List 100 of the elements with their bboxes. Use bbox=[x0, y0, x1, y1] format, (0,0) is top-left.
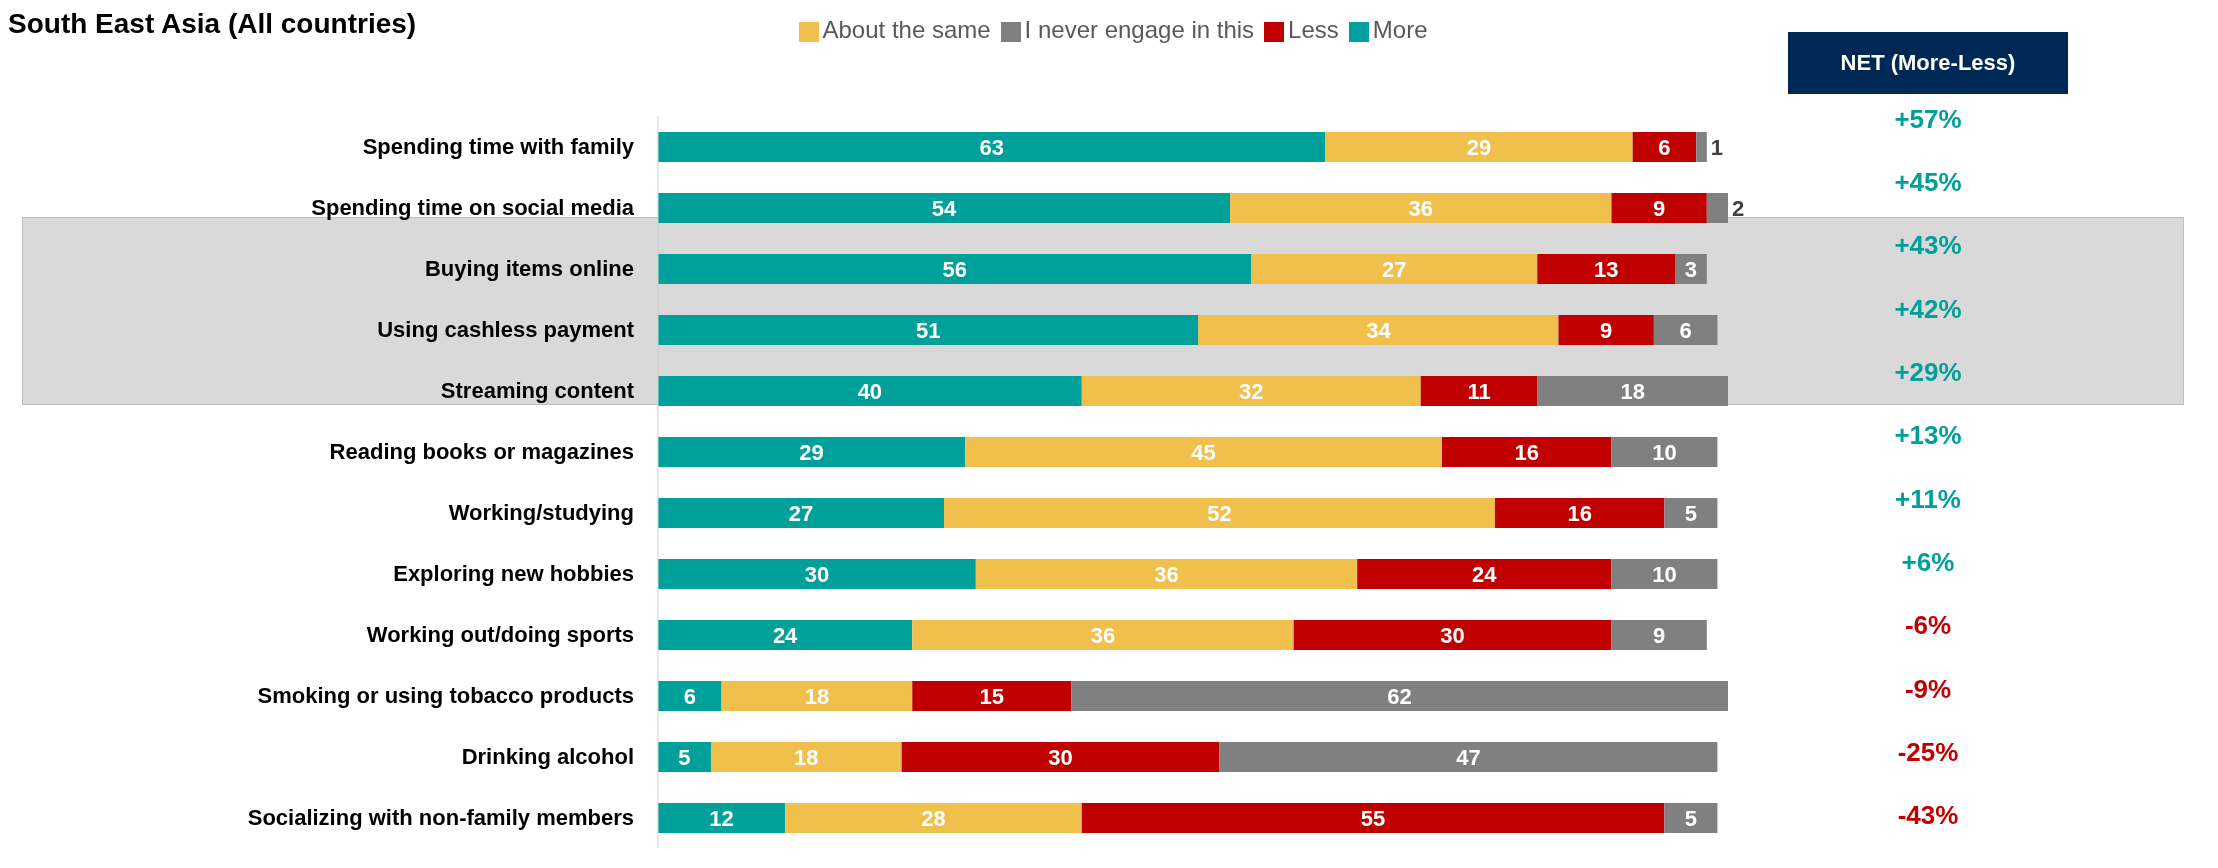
y-tick-label: Buying items online bbox=[424, 256, 634, 282]
data-label: 11 bbox=[1467, 378, 1491, 404]
bar bbox=[912, 620, 1294, 650]
bar bbox=[1251, 254, 1538, 284]
text: +57% bbox=[1893, 103, 1963, 136]
bar bbox=[1293, 620, 1612, 650]
data-label: 18 bbox=[794, 744, 819, 770]
bar bbox=[965, 437, 1442, 467]
data-label: 10 bbox=[1652, 439, 1677, 465]
data-label: 47 bbox=[1456, 744, 1481, 770]
text: -9% bbox=[1903, 673, 1953, 706]
data-label: 29 bbox=[799, 439, 824, 465]
bar bbox=[975, 559, 1358, 589]
bar bbox=[1219, 742, 1718, 772]
bar bbox=[658, 376, 1082, 406]
text: NET (More-Less) bbox=[1788, 32, 2068, 94]
bar bbox=[658, 315, 1199, 345]
data-label: 16 bbox=[1514, 439, 1539, 465]
data-label: 28 bbox=[921, 805, 946, 831]
data-label: 52 bbox=[1207, 500, 1232, 526]
data-label: 6 bbox=[683, 683, 696, 709]
text: -25% bbox=[1896, 737, 1960, 769]
data-label: 54 bbox=[931, 195, 958, 221]
data-label: 16 bbox=[1567, 500, 1592, 526]
data-label: 5 bbox=[678, 744, 691, 770]
bar bbox=[1198, 315, 1559, 345]
bar bbox=[1611, 193, 1707, 223]
data-label: 12 bbox=[709, 805, 734, 831]
y-tick-label: Spending time on social media bbox=[311, 195, 635, 221]
data-label: 36 bbox=[1154, 561, 1179, 587]
data-label: 36 bbox=[1408, 195, 1434, 221]
text: +43% bbox=[1893, 230, 1963, 263]
bar bbox=[1706, 193, 1728, 223]
data-label: 13 bbox=[1593, 256, 1619, 282]
bar bbox=[1441, 437, 1612, 467]
data-label: 63 bbox=[979, 134, 1004, 160]
bar bbox=[710, 742, 902, 772]
bar bbox=[658, 742, 711, 772]
legend-label: About the same bbox=[822, 16, 991, 43]
text: +6% bbox=[1900, 547, 1956, 579]
text: +29% bbox=[1893, 357, 1963, 389]
data-label: 9 bbox=[1600, 317, 1613, 343]
bar bbox=[1611, 559, 1718, 589]
data-label: 56 bbox=[942, 256, 967, 282]
legend-label: More bbox=[1372, 16, 1428, 43]
data-label: 55 bbox=[1360, 805, 1386, 831]
y-tick-label: Socializing with non-family members bbox=[247, 805, 634, 831]
data-label: 62 bbox=[1387, 683, 1412, 709]
bar bbox=[658, 498, 945, 528]
bar bbox=[1696, 132, 1707, 162]
data-label: 51 bbox=[915, 317, 941, 343]
bar bbox=[1357, 559, 1612, 589]
data-label: 18 bbox=[804, 683, 830, 709]
bar bbox=[1071, 681, 1728, 711]
data-label: 24 bbox=[772, 622, 799, 648]
y-tick-label: Spending time with family bbox=[362, 134, 635, 160]
data-label: 40 bbox=[857, 378, 883, 404]
bar bbox=[1081, 376, 1421, 406]
text: -43% bbox=[1896, 800, 1960, 833]
bar bbox=[1494, 498, 1665, 528]
data-label: 30 bbox=[804, 561, 830, 587]
bar bbox=[1664, 498, 1718, 528]
data-label: 6 bbox=[1658, 134, 1671, 160]
bar bbox=[658, 437, 966, 467]
bar bbox=[658, 193, 1231, 223]
data-label: 5 bbox=[1684, 500, 1698, 526]
data-label: 15 bbox=[979, 683, 1004, 709]
bar bbox=[658, 803, 786, 833]
data-label: 32 bbox=[1239, 378, 1264, 404]
data-label: 9 bbox=[1653, 195, 1666, 221]
y-tick-label: Streaming content bbox=[440, 378, 635, 404]
data-label: 18 bbox=[1620, 378, 1645, 404]
bar bbox=[1653, 315, 1718, 345]
bar bbox=[901, 742, 1220, 772]
legend-label: Less bbox=[1288, 16, 1339, 43]
bar bbox=[1632, 132, 1697, 162]
text: +13% bbox=[1893, 420, 1963, 453]
bar bbox=[1420, 376, 1538, 406]
data-label: 1 bbox=[1710, 134, 1724, 160]
text: +45% bbox=[1893, 167, 1963, 199]
text: +42% bbox=[1893, 293, 1963, 326]
bar bbox=[1611, 437, 1718, 467]
y-tick-label: Working out/doing sports bbox=[366, 622, 634, 648]
data-label: 45 bbox=[1191, 439, 1216, 465]
text: +11% bbox=[1894, 483, 1962, 516]
bar bbox=[1537, 254, 1676, 284]
legend-label: I never engage in this bbox=[1024, 16, 1255, 43]
data-label: 29 bbox=[1466, 134, 1492, 160]
text: South East Asia (All countries) bbox=[8, 8, 417, 40]
y-tick-label: Using cashless payment bbox=[377, 317, 635, 343]
data-label: 27 bbox=[1382, 256, 1407, 282]
y-tick-label: Drinking alcohol bbox=[461, 744, 634, 770]
data-label: 3 bbox=[1684, 256, 1698, 282]
bar bbox=[1558, 315, 1654, 345]
data-label: 30 bbox=[1048, 744, 1073, 770]
bar bbox=[1325, 132, 1633, 162]
data-label: 2 bbox=[1732, 195, 1745, 221]
bar bbox=[1611, 620, 1707, 650]
bar bbox=[721, 681, 913, 711]
text: -6% bbox=[1903, 610, 1953, 643]
